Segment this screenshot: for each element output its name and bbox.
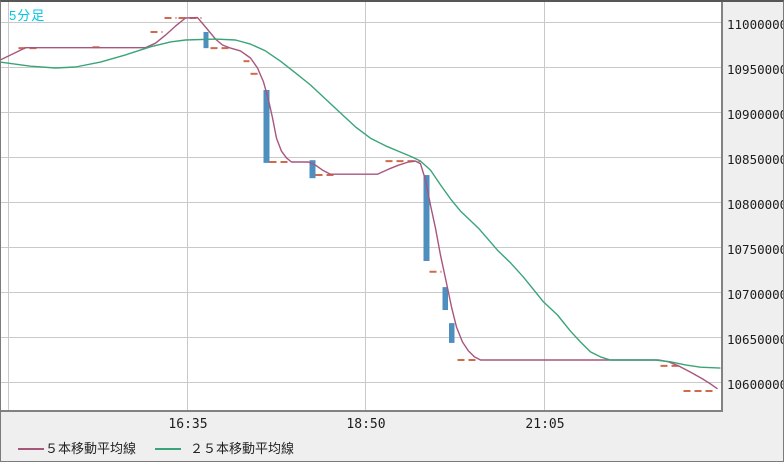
chart-canvas [1, 2, 721, 410]
y-axis-label: 10900000 [727, 107, 784, 122]
x-axis-panel: ５本移動平均線 ２５本移動平均線 16:35 18:50 21:05 [1, 412, 783, 461]
y-axis-panel: 11000000 10950000 10900000 10850000 10800000… [723, 2, 783, 461]
ma5-line-swatch [18, 448, 44, 450]
legend-label-ma5: ５本移動平均線 [45, 441, 137, 456]
chart-legend: ５本移動平均線 ２５本移動平均線 [1, 440, 783, 458]
y-axis-label: 10800000 [727, 197, 784, 212]
candle-body [442, 287, 448, 311]
ma25-line-swatch [155, 448, 181, 450]
x-axis-label: 16:35 [168, 417, 208, 432]
candle-body [263, 90, 270, 163]
y-axis-label: 10650000 [727, 332, 784, 347]
y-axis-label: 10750000 [727, 242, 784, 257]
candle-body [449, 323, 455, 343]
ma5-line [1, 16, 718, 390]
legend-label-ma25: ２５本移動平均線 [190, 441, 295, 456]
ma25-line [1, 38, 721, 369]
candle-body [423, 175, 430, 261]
price-chart-plot: 5分足 [1, 2, 723, 412]
x-axis-label: 18:50 [346, 417, 386, 432]
y-axis-label: 11000000 [727, 17, 784, 32]
candle-body [309, 160, 316, 179]
x-axis-label: 21:05 [525, 417, 565, 432]
y-axis-label: 10700000 [727, 287, 784, 302]
y-axis-label: 10950000 [727, 62, 784, 77]
y-axis-label: 10600000 [727, 377, 784, 392]
y-axis-label: 10850000 [727, 152, 784, 167]
timeframe-label: 5分足 [9, 8, 46, 23]
